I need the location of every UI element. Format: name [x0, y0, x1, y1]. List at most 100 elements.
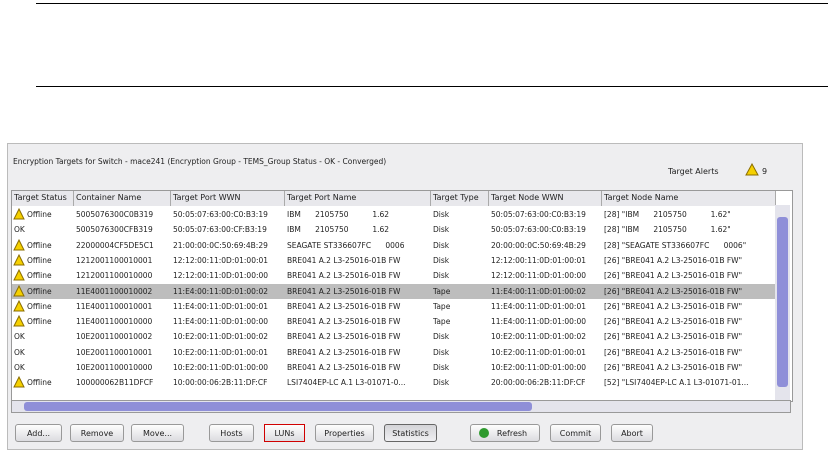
table-cell: 50:05:07:63:00:C0:B3:19: [173, 210, 268, 219]
table-row[interactable]: Offline 11E4001100010002 11:E4:00:11:0D:01…: [12, 283, 776, 299]
table-cell: [26] "BRE041 A.2 L3-25016-01B FW": [604, 317, 743, 327]
button-label: Remove: [80, 429, 114, 438]
column-header[interactable]: Target Type: [431, 191, 489, 206]
button[interactable]: Remove: [70, 424, 124, 442]
table-row[interactable]: OK 10E2001100010000 10:E2:00:11:0D:01:00:0…: [12, 360, 776, 376]
button-label: LUNs: [274, 429, 295, 438]
table-row[interactable]: OK 10E2001100010002 10:E2:00:11:0D:01:00:0…: [12, 329, 776, 345]
table-row[interactable]: Offline 11E4001100010001 11:E4:00:11:0D:01…: [12, 298, 776, 315]
table-cell: 100000062B11DFCF: [76, 378, 154, 388]
table-cell: 10:E2:00:11:0D:01:00:01: [491, 347, 587, 357]
table-cell: LSI7404EP-LC A.1 L3-01071-0...: [287, 378, 406, 388]
column-header[interactable]: Target Port Name: [285, 191, 431, 206]
table-cell: [28] "SEAGATE ST336607FC 0006": [604, 240, 747, 250]
table-cell: 11E4001100010001: [76, 301, 153, 311]
table-cell: 1212001100010000: [76, 271, 153, 281]
table-cell: Offline: [27, 286, 52, 296]
table-cell: 11:E4:00:11:0D:01:00:01: [173, 301, 269, 311]
table-cell: Disk: [433, 347, 450, 357]
table-cell: Disk: [433, 225, 450, 235]
table-row[interactable]: Offline 100000062B11DFCF 10:00:00:06:2B:11…: [12, 375, 776, 391]
table-cell: Tape: [433, 286, 451, 296]
table-cell: 10:E2:00:11:0D:01:00:00: [491, 363, 587, 372]
table-row[interactable]: Offline 1212001100010001 12:12:00:11:0D:01…: [12, 252, 776, 269]
table-cell: 50:05:07:63:00:CF:B3:19: [173, 225, 267, 235]
warning-icon: [13, 376, 25, 388]
column-header[interactable]: Target Status: [12, 191, 74, 206]
table-cell: Disk: [433, 255, 450, 265]
column-header[interactable]: Container Name: [74, 191, 171, 206]
column-header[interactable]: Target Port WWN: [171, 191, 285, 206]
table-cell: 10:E2:00:11:0D:01:00:01: [173, 347, 269, 357]
button[interactable]: Move...: [131, 424, 184, 442]
table-row[interactable]: Offline 1212001100010000 12:12:00:11:0D:01…: [12, 268, 776, 284]
table-row[interactable]: Offline 5005076300C0B319 50:05:07:63:00:C0…: [12, 207, 776, 223]
table-cell: 11:E4:00:11:0D:01:00:00: [491, 317, 587, 327]
warning-icon: [745, 163, 759, 176]
table-cell: Offline: [27, 210, 52, 219]
table-cell: [26] "BRE041 A.2 L3-25016-01B FW": [604, 286, 743, 296]
button[interactable]: Properties: [315, 424, 374, 442]
warning-icon: [13, 208, 25, 220]
h-scrollbar[interactable]: [11, 400, 791, 413]
table-row[interactable]: OK 5005076300CFB319 50:05:07:63:00:CF:B3:1…: [12, 222, 776, 238]
v-scrollbar[interactable]: [775, 205, 790, 400]
h-scroll-thumb[interactable]: [24, 402, 532, 411]
button[interactable]: Add...: [15, 424, 62, 442]
button-label: Abort: [621, 429, 643, 438]
table-cell: 12:12:00:11:0D:01:00:00: [173, 271, 269, 281]
table-cell: [26] "BRE041 A.2 L3-25016-01B FW": [604, 255, 743, 265]
warning-icon: [13, 299, 25, 312]
table-cell: 11E4001100010000: [76, 317, 153, 327]
table-cell: [52] "LSI7404EP-LC A.1 L3-01071-01...: [604, 378, 749, 388]
table-cell: OK: [14, 363, 25, 372]
table-cell: 50:05:07:63:00:C0:B3:19: [491, 210, 586, 219]
table-row[interactable]: OK 10E2001100010001 10:E2:00:11:0D:01:00:0…: [12, 344, 776, 360]
table-cell: IBM 2105750 1.62: [287, 225, 390, 235]
table-row[interactable]: Offline 22000004CF5DE5C1 21:00:00:0C:50:69…: [12, 237, 776, 253]
table-cell: 11:E4:00:11:0D:01:00:02: [491, 286, 587, 296]
table-cell: [28] "IBM 2105750 1.62": [604, 225, 731, 235]
table-cell: [26] "BRE041 A.2 L3-25016-01B FW": [604, 363, 743, 372]
table-cell: 10E2001100010000: [76, 363, 153, 372]
button[interactable]: Commit: [550, 424, 601, 442]
table-cell: [28] "IBM 2105750 1.62": [604, 210, 731, 219]
rule: [36, 3, 828, 4]
table-cell: Offline: [27, 301, 52, 311]
table-cell: 10:E2:00:11:0D:01:00:02: [173, 332, 269, 342]
button-label: Refresh: [496, 429, 528, 438]
column-header[interactable]: Target Node WWN: [489, 191, 602, 206]
column-header[interactable]: Target Node Name: [602, 191, 776, 206]
button[interactable]: Hosts: [209, 424, 254, 442]
table-cell: 22000004CF5DE5C1: [76, 240, 154, 250]
button[interactable]: Abort: [611, 424, 653, 442]
button[interactable]: Refresh: [470, 424, 540, 442]
table-cell: 12:12:00:11:0D:01:00:01: [491, 255, 587, 265]
table-cell: Disk: [433, 378, 450, 388]
v-scroll-thumb[interactable]: [777, 217, 788, 387]
table-cell: OK: [14, 347, 25, 357]
table-cell: [26] "BRE041 A.2 L3-25016-01B FW": [604, 332, 743, 342]
button[interactable]: Statistics: [384, 424, 437, 442]
table-cell: 11E4001100010002: [76, 286, 153, 296]
table-cell: BRE041 A.2 L3-25016-01B FW: [287, 255, 401, 265]
table-cell: Tape: [433, 301, 451, 311]
table-cell: Disk: [433, 363, 450, 372]
table-cell: BRE041 A.2 L3-25016-01B FW: [287, 301, 401, 311]
table-cell: 1212001100010001: [76, 255, 153, 265]
table-cell: Tape: [433, 317, 451, 327]
table-cell: OK: [14, 332, 25, 342]
table-cell: 50:05:07:63:00:C0:B3:19: [491, 225, 586, 235]
table-cell: BRE041 A.2 L3-25016-01B FW: [287, 363, 401, 372]
table-cell: 5005076300CFB319: [76, 225, 153, 235]
button[interactable]: LUNs: [264, 424, 305, 442]
table-cell: Offline: [27, 317, 52, 327]
table: Target Status Container Name Target Port W…: [11, 190, 793, 402]
table-row[interactable]: Offline 11E4001100010000 11:E4:00:11:0D:01…: [12, 314, 776, 330]
table-cell: Offline: [27, 255, 52, 265]
table-cell: 10:00:00:06:2B:11:DF:CF: [173, 378, 268, 388]
table-cell: 10E2001100010001: [76, 347, 153, 357]
table-cell: 12:12:00:11:0D:01:00:00: [491, 271, 587, 281]
warning-icon: [13, 238, 25, 251]
